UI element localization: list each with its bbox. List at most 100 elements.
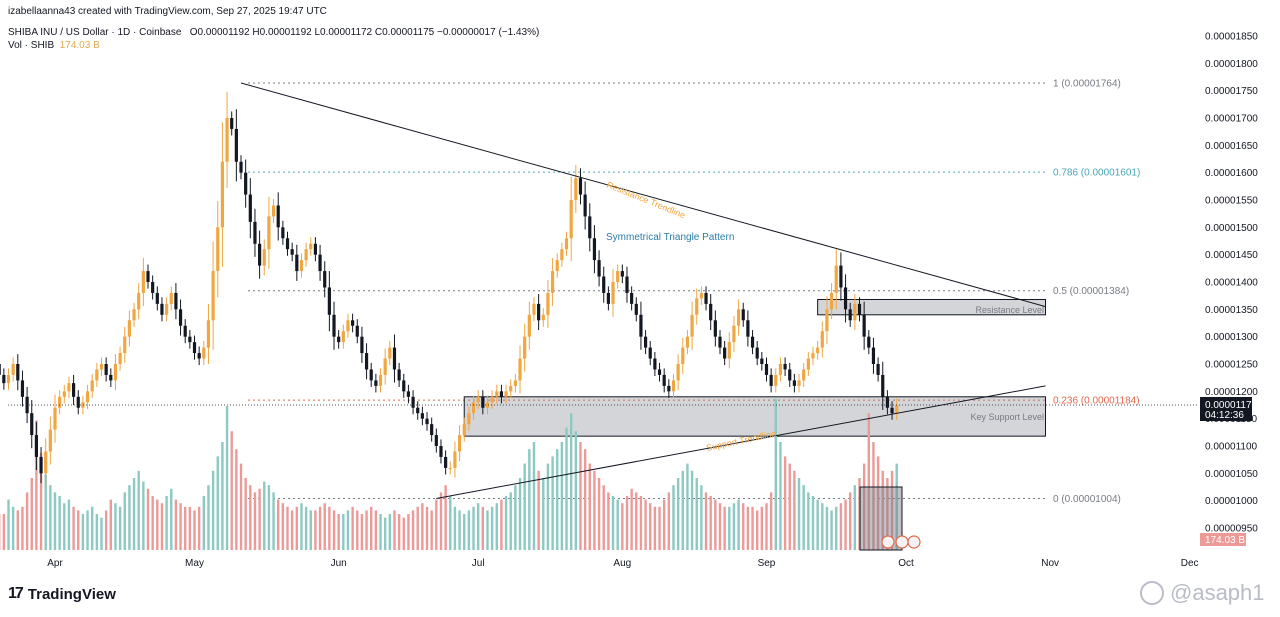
candle-body xyxy=(741,309,745,321)
volume-bar xyxy=(723,506,726,550)
price-tick-label: 0.00001650 xyxy=(1205,141,1258,152)
volume-bar xyxy=(839,503,843,550)
candle-body xyxy=(2,374,6,384)
volume-bar xyxy=(700,485,703,550)
volume-bar xyxy=(881,470,884,550)
selection-box xyxy=(859,486,903,551)
volume-bar xyxy=(653,506,657,550)
candle-body xyxy=(885,396,889,408)
volume-bar xyxy=(63,503,66,550)
volume-series xyxy=(0,398,898,550)
volume-bar xyxy=(44,474,47,550)
volume-bar xyxy=(593,470,596,550)
resistance-trendline xyxy=(240,82,1046,308)
volume-bar xyxy=(230,431,233,550)
candle-body xyxy=(843,287,848,310)
price-tick-label: 0.00001350 xyxy=(1205,305,1258,316)
candle-body xyxy=(216,227,220,272)
volume-bar xyxy=(374,510,378,550)
fib-label: 0 (0.00001004) xyxy=(1053,494,1121,505)
candle-body xyxy=(667,385,671,392)
volume-bar xyxy=(151,496,154,550)
volume-bar xyxy=(523,463,526,550)
candle-body xyxy=(811,353,815,359)
volume-bar xyxy=(342,514,345,550)
volume-bar xyxy=(49,485,52,550)
volume-bar xyxy=(495,503,498,550)
volume-bar xyxy=(365,510,368,550)
volume-bar xyxy=(890,470,894,550)
volume-bar xyxy=(244,478,247,550)
volume-bar xyxy=(895,463,898,550)
candle-body xyxy=(867,336,871,348)
candle-body xyxy=(165,303,169,315)
volume-bar xyxy=(416,506,419,550)
candle-body xyxy=(20,380,25,397)
volume-bar xyxy=(793,470,796,550)
candle-body xyxy=(337,336,341,343)
volume-label[interactable]: Vol · SHIB xyxy=(8,40,55,51)
volume-bar xyxy=(755,510,759,550)
volume-bar xyxy=(709,496,712,550)
volume-bar xyxy=(867,413,870,550)
volume-bar xyxy=(872,442,875,550)
candle-body xyxy=(197,353,201,359)
volume-bar xyxy=(146,488,150,550)
volume-bar xyxy=(439,492,443,550)
volume-bar xyxy=(100,517,103,550)
volume-bar xyxy=(746,506,750,550)
tradingview-mark-icon: 17 xyxy=(8,585,24,602)
candle-body xyxy=(509,385,513,392)
candle-body xyxy=(825,309,829,332)
watermark: @asaph1 xyxy=(1140,580,1265,606)
candle-body xyxy=(760,358,764,364)
symbol-name[interactable]: SHIBA INU / US Dollar · 1D · Coinbase xyxy=(8,27,182,38)
volume-bar xyxy=(277,499,280,550)
candle-body xyxy=(620,271,624,277)
candle-body xyxy=(555,260,559,272)
volume-bar xyxy=(397,514,401,550)
volume-bar xyxy=(528,449,531,550)
candle-body xyxy=(378,374,383,386)
volume-bar xyxy=(672,485,675,550)
volume-bar xyxy=(546,463,550,550)
candle-body xyxy=(736,309,741,326)
volume-bar xyxy=(728,506,731,550)
price-tick-label: 0.00001050 xyxy=(1205,469,1258,480)
candle-series xyxy=(0,91,899,487)
candle-body xyxy=(848,309,852,321)
volume-bar xyxy=(295,506,299,550)
volume-bar xyxy=(58,496,61,550)
volume-bar xyxy=(95,514,99,550)
volume-bar xyxy=(216,456,219,550)
volume-bar xyxy=(16,510,19,550)
volume-bar xyxy=(686,463,689,550)
candle-body xyxy=(220,161,225,228)
fib-label: 0.236 (0.00001184) xyxy=(1053,396,1140,407)
candle-body xyxy=(453,451,457,468)
volume-bar xyxy=(328,506,331,550)
candle-body xyxy=(127,320,132,337)
volume-bar xyxy=(225,406,229,550)
candle-body xyxy=(402,380,406,392)
zones: Resistance Level Key Support Level xyxy=(463,298,1047,437)
tradingview-logo[interactable]: 17 TradingView xyxy=(8,585,116,603)
candle-body xyxy=(425,418,429,425)
candle-body xyxy=(211,271,215,321)
volume-bar xyxy=(704,492,708,550)
volume-bar xyxy=(476,503,480,550)
volume-bar xyxy=(635,492,638,550)
volume-bar xyxy=(639,496,643,550)
volume-bar xyxy=(514,485,517,550)
volume-bar xyxy=(658,506,661,550)
volume-bar xyxy=(137,470,140,550)
volume-bar xyxy=(732,503,736,550)
volume-bar xyxy=(816,499,819,550)
time-tick-label: Apr xyxy=(47,558,63,569)
candle-body xyxy=(155,292,159,304)
price-tick-label: 0.00001250 xyxy=(1205,360,1258,371)
volume-bar xyxy=(621,503,624,550)
volume-bar xyxy=(848,492,852,550)
candle-body xyxy=(225,118,229,162)
